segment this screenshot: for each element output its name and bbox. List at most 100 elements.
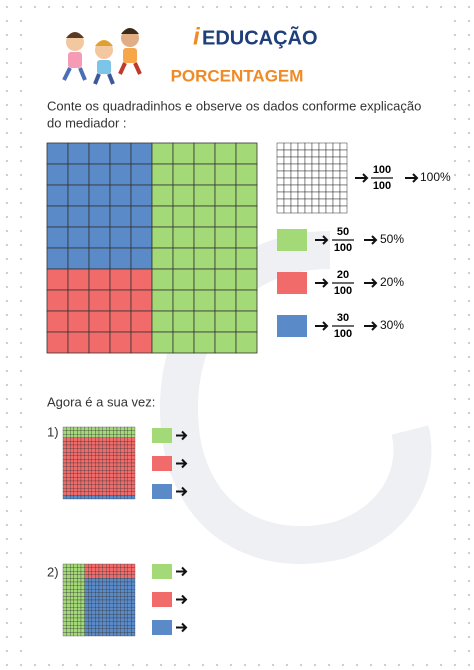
grid-cell [70, 578, 74, 583]
prompt: Agora é a sua vez: [47, 394, 155, 409]
grid-cell [109, 473, 114, 478]
grid-cell [80, 632, 85, 637]
grid-cell [109, 589, 114, 593]
grid-cell [102, 444, 107, 449]
grid-cell [73, 426, 78, 431]
grid-cell [84, 632, 89, 637]
grid-cell [66, 441, 71, 446]
grid-cell [113, 466, 118, 471]
grid-cell [77, 452, 82, 456]
grid-cell [62, 632, 67, 637]
grid-cell [80, 578, 85, 583]
grid-cell [339, 184, 348, 193]
grid-cell [91, 563, 96, 568]
grid-cell [95, 488, 100, 492]
grid-cell [77, 603, 82, 608]
grid-cell [131, 563, 136, 568]
grid-cell [66, 610, 71, 615]
grid-cell [127, 484, 132, 489]
grid-cell [102, 480, 107, 485]
grid-cell [77, 495, 82, 500]
grid-cell [120, 455, 125, 460]
grid-cell [325, 177, 334, 186]
grid-cell [120, 585, 125, 590]
grid-cell [214, 310, 237, 333]
answer-swatch [152, 592, 172, 607]
grid-cell [91, 495, 96, 500]
grid-cell [131, 434, 136, 438]
grid-cell [172, 163, 195, 186]
grid-cell [116, 430, 121, 435]
grid-cell [113, 448, 118, 453]
grid-cell [95, 480, 100, 485]
grid-cell [120, 459, 125, 464]
grid-cell [95, 599, 100, 604]
grid-cell [120, 578, 125, 583]
grid-cell [120, 434, 125, 438]
grid-cell [318, 205, 327, 214]
grid-cell [77, 592, 82, 597]
grid-cell [106, 473, 110, 478]
grid-cell [62, 617, 67, 622]
grid-cell [88, 448, 92, 453]
grid-cell [102, 614, 107, 619]
grid-cell [109, 614, 114, 619]
grid-cell [109, 484, 114, 489]
grid-cell [88, 581, 92, 586]
grid-cell [62, 614, 67, 619]
grid-cell [73, 491, 78, 496]
grid-cell [151, 184, 174, 207]
grid-cell [109, 441, 114, 446]
grid-cell [88, 621, 92, 626]
item-label: 2) [47, 564, 59, 579]
grid-cell [70, 430, 74, 435]
grid-cell [88, 585, 92, 590]
grid-cell [106, 574, 110, 579]
grid-cell [318, 149, 327, 158]
grid-cell [77, 578, 82, 583]
grid-cell [73, 444, 78, 449]
fraction-denominator: 100 [334, 242, 352, 254]
grid-cell [70, 596, 74, 601]
grid-cell [297, 198, 306, 207]
grid-cell [172, 331, 195, 354]
grid-cell [84, 430, 89, 435]
grid-cell [127, 607, 132, 611]
grid-cell [332, 142, 341, 151]
grid-cell [70, 441, 74, 446]
grid-cell [62, 625, 67, 629]
grid-cell [67, 163, 90, 186]
grid-cell [73, 617, 78, 622]
grid-cell [109, 628, 114, 633]
grid-cell [102, 625, 107, 629]
grid-cell [124, 488, 128, 492]
grid-cell [91, 484, 96, 489]
grid-cell [131, 437, 136, 442]
grid-cell [131, 470, 136, 474]
grid-cell [318, 177, 327, 186]
grid-cell [77, 614, 82, 619]
grid-cell [88, 226, 111, 249]
grid-cell [84, 455, 89, 460]
grid-cell [66, 452, 71, 456]
grid-cell [130, 142, 153, 165]
grid-cell [127, 563, 132, 568]
grid-cell [113, 607, 118, 611]
arrow [355, 173, 369, 183]
grid-cell [297, 205, 306, 214]
grid-cell [214, 205, 237, 228]
grid-cell [62, 437, 67, 442]
grid-cell [120, 452, 125, 456]
grid-cell [235, 163, 258, 186]
grid-cell [116, 617, 121, 622]
grid-cell [91, 592, 96, 597]
grid-cell [84, 610, 89, 615]
grid-cell [70, 455, 74, 460]
grid-cell [46, 184, 69, 207]
grid-cell [88, 599, 92, 604]
grid-cell [131, 621, 136, 626]
grid-cell [80, 596, 85, 601]
grid-cell [102, 578, 107, 583]
grid-cell [95, 607, 100, 611]
grid-cell [84, 459, 89, 464]
